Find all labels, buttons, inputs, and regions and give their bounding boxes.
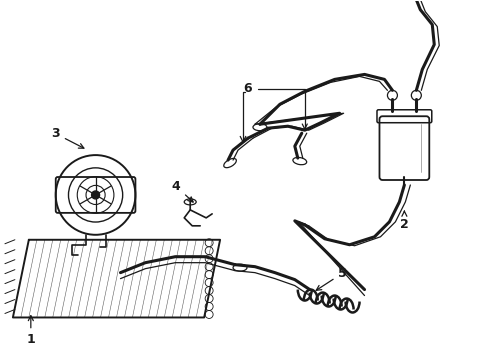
Text: 4: 4 bbox=[172, 180, 193, 202]
Text: 1: 1 bbox=[26, 316, 35, 346]
Text: 3: 3 bbox=[51, 127, 84, 148]
Text: 2: 2 bbox=[400, 211, 409, 231]
Text: 6: 6 bbox=[244, 82, 307, 129]
Circle shape bbox=[92, 191, 99, 199]
Text: 5: 5 bbox=[316, 267, 347, 290]
